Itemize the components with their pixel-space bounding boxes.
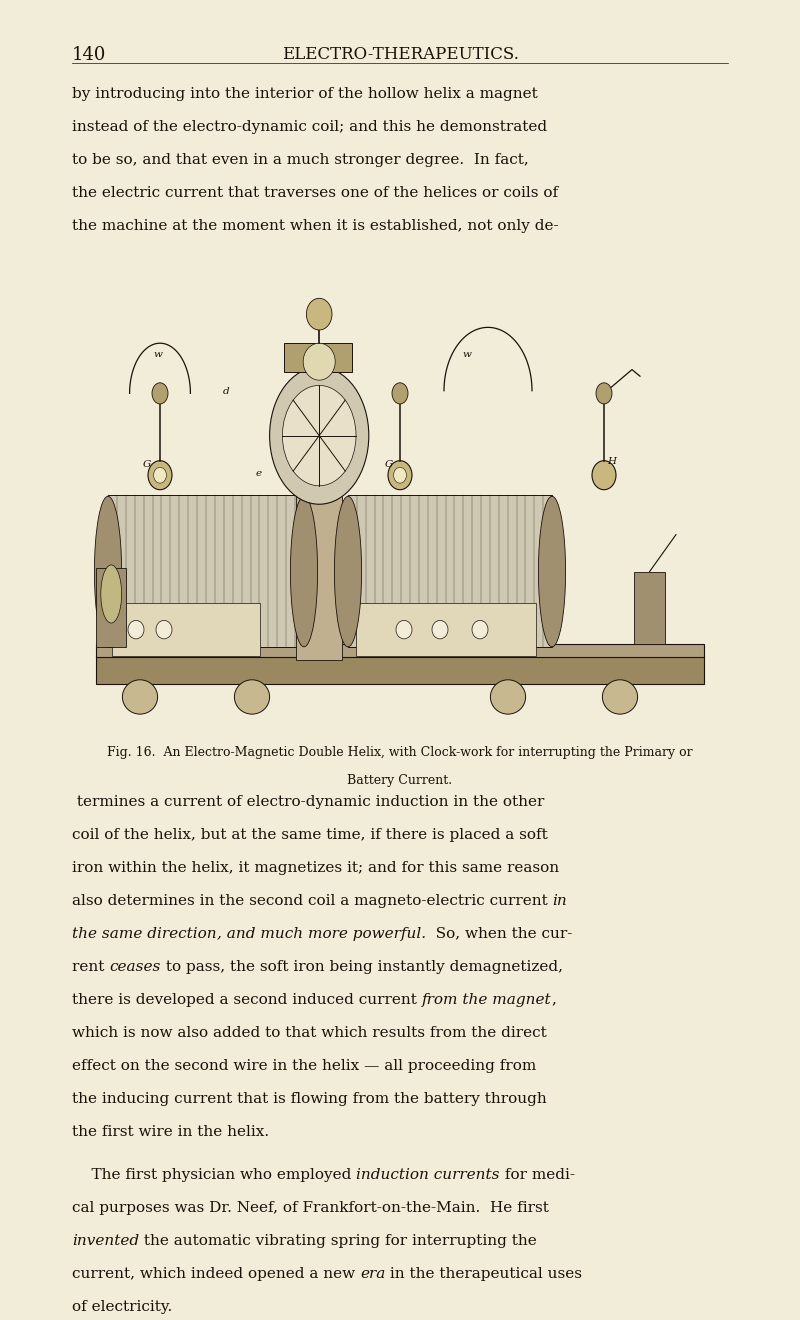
Ellipse shape bbox=[396, 620, 412, 639]
Bar bbox=[634, 572, 665, 644]
Text: w: w bbox=[462, 350, 471, 359]
Text: ,: , bbox=[551, 993, 556, 1007]
Ellipse shape bbox=[156, 620, 172, 639]
Text: for medi-: for medi- bbox=[500, 1168, 574, 1183]
Text: w: w bbox=[153, 350, 162, 359]
Ellipse shape bbox=[490, 680, 526, 714]
Bar bbox=[96, 568, 126, 647]
Text: The first physician who employed: The first physician who employed bbox=[72, 1168, 356, 1183]
Text: cal purposes was Dr. Neef, of Frankfort-on-the-Main.  He first: cal purposes was Dr. Neef, of Frankfort-… bbox=[72, 1201, 549, 1216]
Ellipse shape bbox=[602, 680, 638, 714]
Text: which is now also added to that which results from the direct: which is now also added to that which re… bbox=[72, 1026, 546, 1040]
Text: by introducing into the interior of the hollow helix a magnet: by introducing into the interior of the … bbox=[72, 87, 538, 102]
Text: there is developed a second induced current: there is developed a second induced curr… bbox=[72, 993, 422, 1007]
Text: from the magnet: from the magnet bbox=[422, 993, 551, 1007]
Text: the electric current that traverses one of the helices or coils of: the electric current that traverses one … bbox=[72, 186, 558, 201]
Text: instead of the electro-dynamic coil; and this he demonstrated: instead of the electro-dynamic coil; and… bbox=[72, 120, 547, 135]
Text: in: in bbox=[553, 894, 567, 908]
Bar bbox=[284, 343, 352, 372]
Ellipse shape bbox=[432, 620, 448, 639]
Ellipse shape bbox=[596, 383, 612, 404]
Text: coil of the helix, but at the same time, if there is placed a soft: coil of the helix, but at the same time,… bbox=[72, 828, 548, 842]
Ellipse shape bbox=[94, 496, 122, 647]
Text: Fig. 16.  An Electro-Magnetic Double Helix, with Clock-work for interrupting the: Fig. 16. An Electro-Magnetic Double Heli… bbox=[107, 746, 693, 759]
Ellipse shape bbox=[388, 461, 412, 490]
Text: of electricity.: of electricity. bbox=[72, 1300, 172, 1315]
Text: H: H bbox=[606, 457, 616, 466]
Text: rent: rent bbox=[72, 960, 110, 974]
Text: e: e bbox=[255, 469, 262, 478]
Text: the inducing current that is flowing from the battery through: the inducing current that is flowing fro… bbox=[72, 1092, 546, 1106]
Ellipse shape bbox=[154, 467, 166, 483]
Text: G: G bbox=[385, 459, 393, 469]
Bar bbox=[108, 495, 304, 647]
Text: current, which indeed opened a new: current, which indeed opened a new bbox=[72, 1267, 360, 1282]
Text: the same direction: the same direction bbox=[72, 927, 217, 941]
Text: So, when the cur-: So, when the cur- bbox=[426, 927, 572, 941]
Ellipse shape bbox=[303, 343, 335, 380]
Ellipse shape bbox=[290, 496, 318, 647]
Ellipse shape bbox=[394, 467, 406, 483]
Ellipse shape bbox=[472, 620, 488, 639]
Bar bbox=[296, 416, 342, 660]
Text: ceases: ceases bbox=[110, 960, 161, 974]
Ellipse shape bbox=[334, 496, 362, 647]
Text: induction currents: induction currents bbox=[356, 1168, 500, 1183]
Text: the first wire in the helix.: the first wire in the helix. bbox=[72, 1125, 269, 1139]
Bar bbox=[356, 603, 536, 656]
Ellipse shape bbox=[282, 385, 356, 486]
Text: iron within the helix, it magnetizes it; and for this same reason: iron within the helix, it magnetizes it;… bbox=[72, 861, 559, 875]
Ellipse shape bbox=[148, 461, 172, 490]
Text: invented: invented bbox=[72, 1234, 139, 1249]
Text: era: era bbox=[360, 1267, 386, 1282]
Bar bbox=[348, 495, 552, 647]
Bar bbox=[112, 603, 260, 656]
Text: 140: 140 bbox=[72, 46, 106, 65]
Text: also determines in the second coil a magneto-electric current: also determines in the second coil a mag… bbox=[72, 894, 553, 908]
Ellipse shape bbox=[592, 461, 616, 490]
Text: d: d bbox=[223, 387, 230, 396]
Ellipse shape bbox=[538, 496, 566, 647]
Ellipse shape bbox=[306, 298, 332, 330]
Text: the automatic vibrating spring for interrupting the: the automatic vibrating spring for inter… bbox=[139, 1234, 537, 1249]
Text: ELECTRO-THERAPEUTICS.: ELECTRO-THERAPEUTICS. bbox=[282, 46, 518, 63]
Text: , and much more powerful.: , and much more powerful. bbox=[217, 927, 426, 941]
Text: effect on the second wire in the helix — all proceeding from: effect on the second wire in the helix —… bbox=[72, 1059, 536, 1073]
Text: termines a current of electro-dynamic induction in the other: termines a current of electro-dynamic in… bbox=[72, 795, 544, 809]
Bar bbox=[96, 644, 704, 657]
Text: G: G bbox=[142, 459, 150, 469]
Ellipse shape bbox=[392, 383, 408, 404]
Ellipse shape bbox=[101, 565, 122, 623]
Text: the machine at the moment when it is established, not only de-: the machine at the moment when it is est… bbox=[72, 219, 558, 234]
Bar bbox=[96, 655, 704, 684]
Text: to pass, the soft iron being instantly demagnetized,: to pass, the soft iron being instantly d… bbox=[161, 960, 562, 974]
Ellipse shape bbox=[152, 383, 168, 404]
Text: to be so, and that even in a much stronger degree.  In fact,: to be so, and that even in a much strong… bbox=[72, 153, 529, 168]
Ellipse shape bbox=[122, 680, 158, 714]
Text: in the therapeutical uses: in the therapeutical uses bbox=[386, 1267, 582, 1282]
Text: Battery Current.: Battery Current. bbox=[347, 774, 453, 787]
Ellipse shape bbox=[270, 367, 369, 504]
Ellipse shape bbox=[128, 620, 144, 639]
Ellipse shape bbox=[234, 680, 270, 714]
